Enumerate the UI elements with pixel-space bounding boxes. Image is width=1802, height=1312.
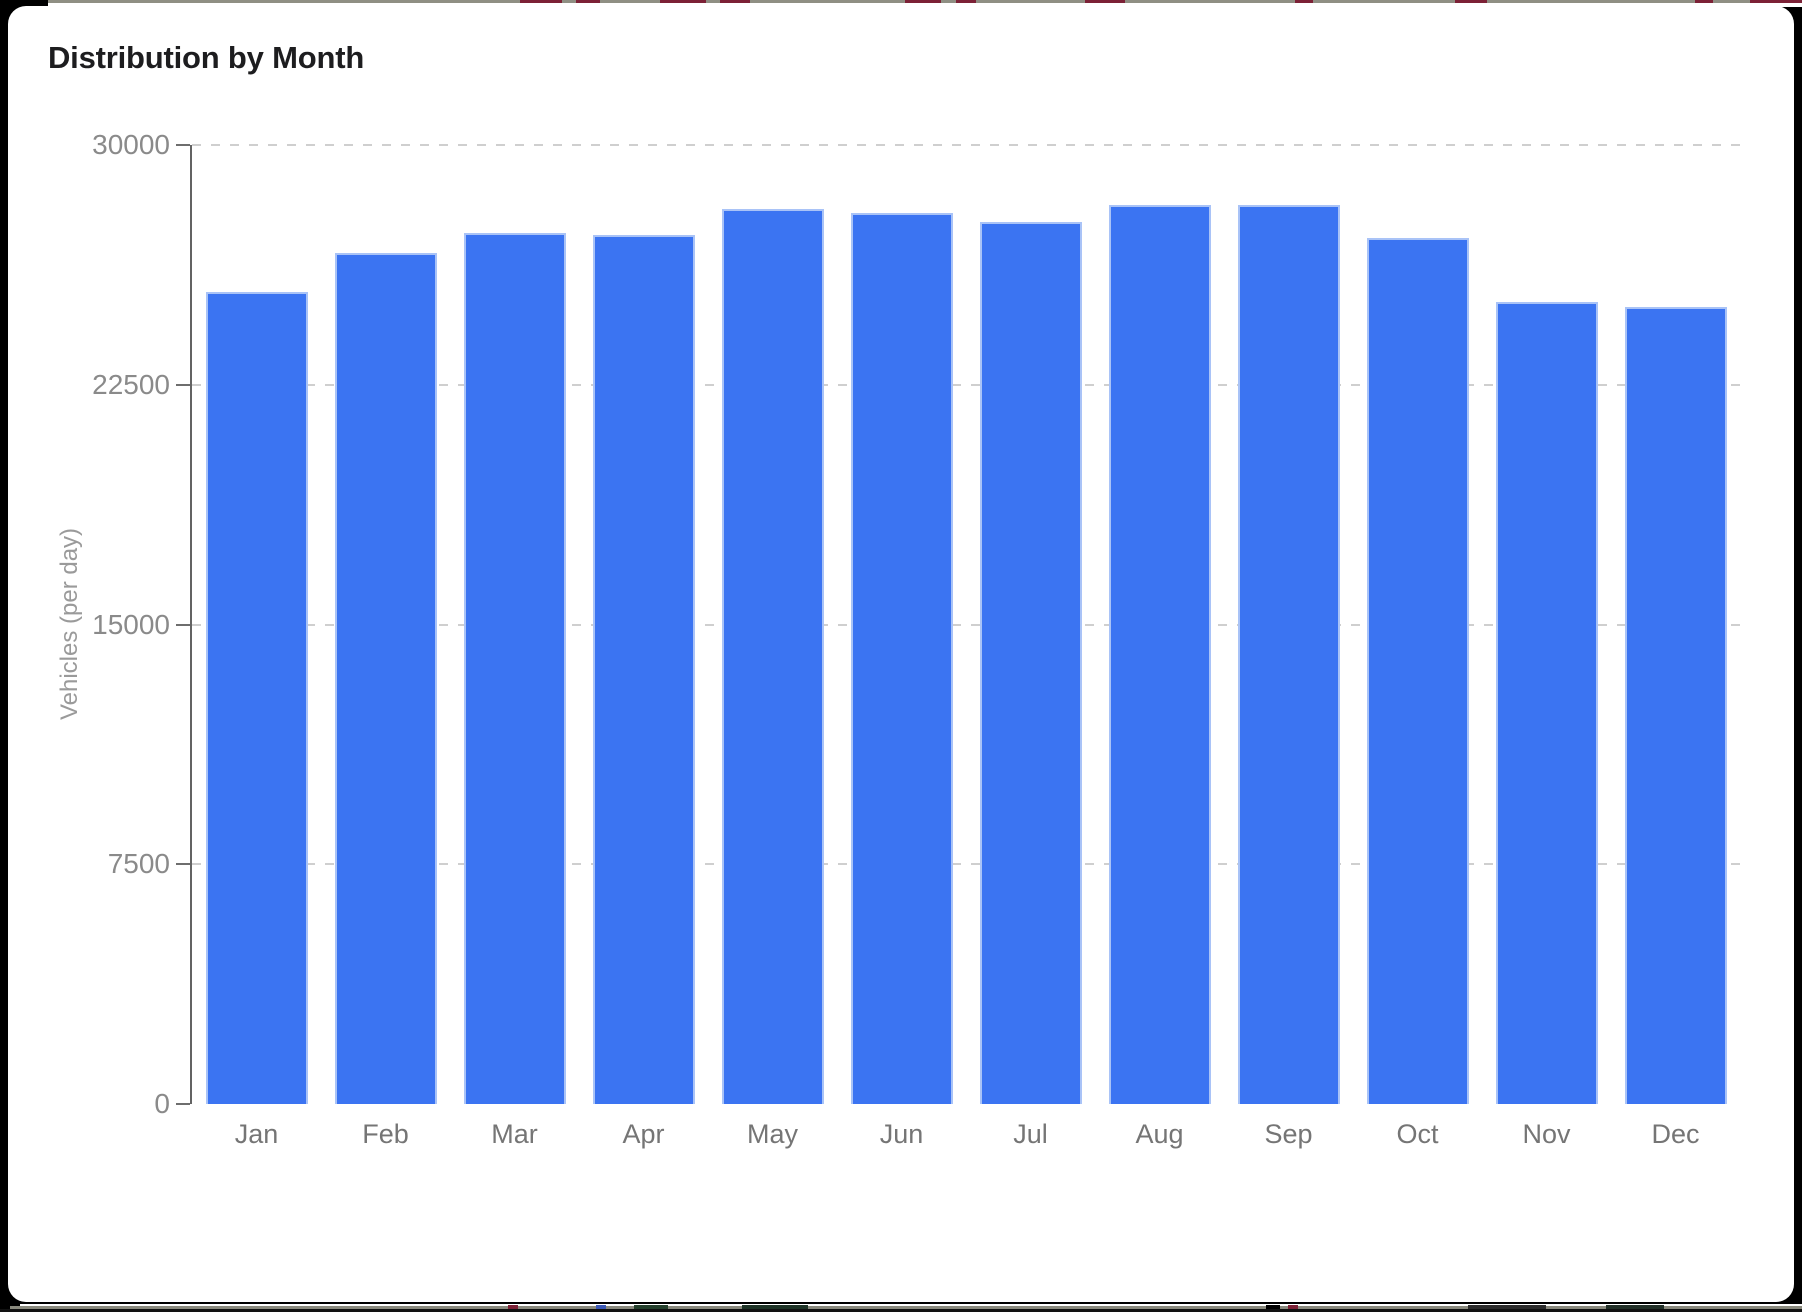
y-axis-tick-30000 <box>176 144 190 146</box>
x-tick-label-jul: Jul <box>1013 1119 1048 1149</box>
bar-nov[interactable] <box>1495 301 1598 1104</box>
screen-edge-bottom-dark <box>0 1309 1802 1312</box>
bar-dec[interactable] <box>1624 307 1727 1104</box>
edge-artifact <box>1455 0 1487 3</box>
y-axis-tick-15000 <box>176 623 190 626</box>
x-tick-label-may: May <box>746 1119 798 1149</box>
edge-artifact <box>742 1305 808 1309</box>
bar-jun[interactable] <box>850 212 953 1104</box>
x-tick-label-apr: Apr <box>622 1119 665 1149</box>
edge-artifact <box>905 0 941 3</box>
bar-may[interactable] <box>721 208 824 1104</box>
x-tick-label-mar: Mar <box>491 1119 538 1149</box>
edge-artifact <box>660 0 706 3</box>
x-tick-label-oct: Oct <box>1396 1119 1439 1149</box>
bar-jul[interactable] <box>979 222 1082 1104</box>
edge-artifact <box>1295 0 1313 3</box>
x-tick-label-aug: Aug <box>1135 1119 1184 1149</box>
edge-artifact <box>1695 0 1713 3</box>
x-tick-label-feb: Feb <box>362 1119 409 1149</box>
y-tick-label-15000: 15000 <box>92 608 170 640</box>
y-tick-label-30000: 30000 <box>92 129 170 160</box>
x-tick-label-sep: Sep <box>1264 1119 1313 1149</box>
bar-oct[interactable] <box>1366 238 1469 1104</box>
bar-mar[interactable] <box>463 233 566 1104</box>
y-axis-tick-22500 <box>176 383 190 386</box>
edge-artifact <box>508 1305 518 1309</box>
screen-edge-bottom-line <box>10 1306 1802 1309</box>
x-tick-label-nov: Nov <box>1522 1119 1571 1149</box>
edge-artifact <box>1288 1305 1298 1309</box>
edge-artifact <box>720 0 750 3</box>
chart-title: Distribution by Month <box>48 40 365 75</box>
edge-artifact <box>576 0 600 3</box>
y-tick-label-22500: 22500 <box>92 368 170 400</box>
y-axis-tick-7500 <box>176 863 190 866</box>
bar-aug[interactable] <box>1108 205 1211 1104</box>
edge-artifact <box>634 1305 668 1309</box>
bar-sep[interactable] <box>1237 205 1340 1104</box>
chart-card: Distribution by Month Vehicles (per day)… <box>8 6 1794 1302</box>
y-tick-label-0: 0 <box>154 1088 170 1119</box>
screen-edge-top <box>48 0 1802 7</box>
x-tick-label-jan: Jan <box>234 1119 279 1149</box>
edge-artifact <box>1468 1305 1546 1309</box>
edge-artifact <box>1606 1305 1664 1309</box>
bar-jan[interactable] <box>205 292 308 1104</box>
x-tick-label-dec: Dec <box>1651 1119 1700 1149</box>
edge-artifact <box>1750 0 1802 3</box>
gridline-30000 <box>192 144 1740 146</box>
edge-artifact <box>956 0 976 3</box>
edge-artifact <box>596 1305 606 1309</box>
y-tick-label-7500: 7500 <box>107 848 170 880</box>
edge-artifact <box>520 0 562 3</box>
x-tick-label-jun: Jun <box>879 1119 924 1149</box>
bar-apr[interactable] <box>592 235 695 1104</box>
edge-artifact <box>1085 0 1125 3</box>
edge-artifact <box>1266 1305 1280 1309</box>
y-axis-tick-0 <box>176 1103 190 1105</box>
plot-area: 0 7500 15000 22500 30000 Jan Feb Mar Apr May Jun Ju… <box>92 129 1740 1149</box>
bar-feb[interactable] <box>334 252 437 1104</box>
